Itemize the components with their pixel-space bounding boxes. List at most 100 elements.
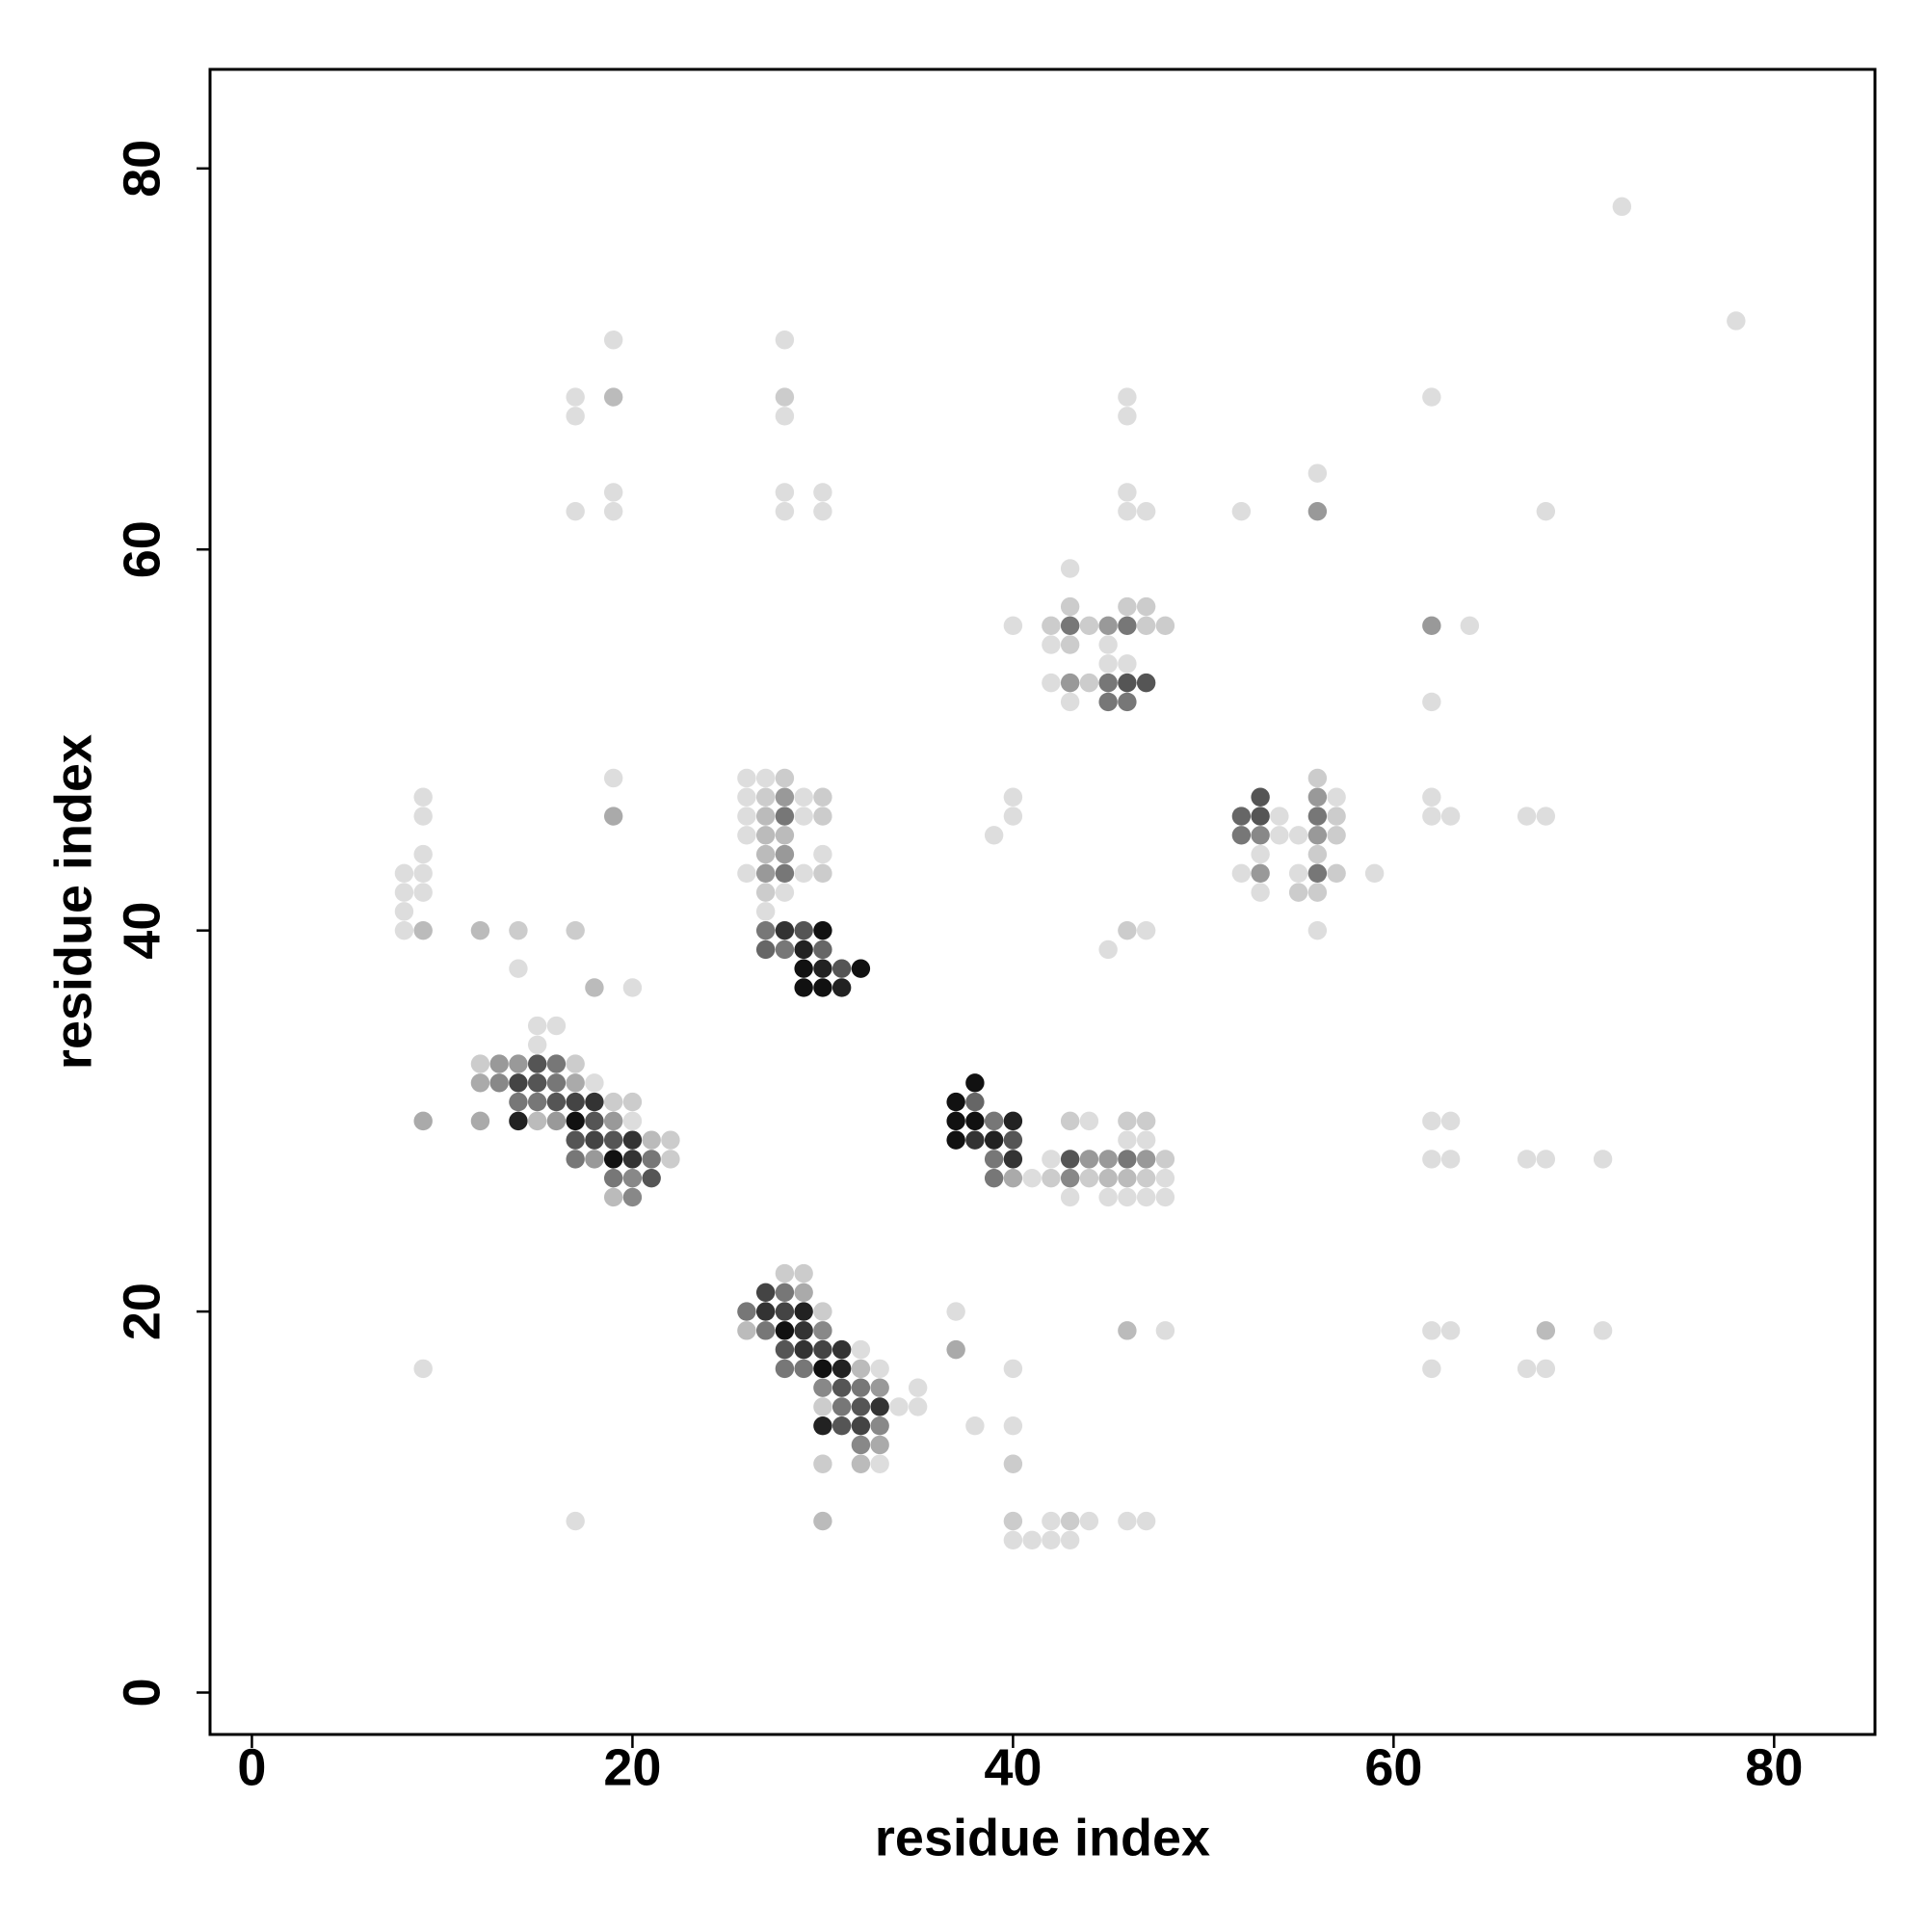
contact-point xyxy=(489,1054,509,1073)
contact-point xyxy=(1118,501,1137,521)
y-tick-label: 20 xyxy=(113,1283,171,1340)
contact-point xyxy=(813,501,832,521)
contact-point xyxy=(775,920,795,940)
contact-point xyxy=(870,1454,889,1473)
contact-point xyxy=(813,1397,832,1416)
contact-point xyxy=(775,331,795,350)
contact-point xyxy=(775,844,795,864)
contact-point xyxy=(794,863,813,884)
contact-point xyxy=(509,920,528,940)
contact-point xyxy=(775,1263,795,1284)
contact-point xyxy=(1593,1321,1613,1340)
x-tick-label: 80 xyxy=(1745,1738,1803,1796)
contact-point xyxy=(775,883,795,902)
contact-point xyxy=(1098,616,1118,636)
contact-point xyxy=(413,883,433,902)
contact-point xyxy=(642,1130,661,1150)
contact-point xyxy=(1536,1359,1556,1379)
contact-point xyxy=(394,863,414,884)
contact-point xyxy=(1060,596,1080,617)
contact-point xyxy=(775,826,795,845)
contact-point xyxy=(527,1073,547,1093)
contact-point xyxy=(1118,596,1137,617)
contact-point xyxy=(509,1054,528,1073)
contact-point xyxy=(1060,673,1080,693)
contact-point xyxy=(755,940,776,960)
contact-point xyxy=(794,1321,813,1340)
contact-point xyxy=(1079,673,1099,693)
contact-point xyxy=(413,863,433,884)
contact-point xyxy=(1136,616,1156,636)
contact-point xyxy=(813,844,832,864)
contact-point xyxy=(1251,807,1270,826)
contact-point xyxy=(585,1073,604,1093)
contact-point xyxy=(737,1302,756,1321)
contact-point xyxy=(1136,1130,1156,1150)
contact-point xyxy=(1517,1359,1537,1379)
contact-point xyxy=(965,1416,985,1436)
contact-point xyxy=(1422,807,1441,826)
contact-point xyxy=(470,1054,490,1073)
contact-point xyxy=(775,1302,795,1321)
contact-point xyxy=(775,768,795,788)
contact-point xyxy=(794,1339,813,1360)
contact-point xyxy=(1727,311,1746,331)
contact-point xyxy=(1118,1187,1137,1207)
contact-point xyxy=(603,1168,623,1188)
contact-point xyxy=(851,1397,871,1416)
contact-point xyxy=(775,1321,795,1340)
contact-point xyxy=(775,501,795,521)
contact-point xyxy=(965,1130,985,1150)
contact-point xyxy=(566,1511,585,1531)
contact-point xyxy=(1270,826,1289,845)
contact-point xyxy=(661,1150,680,1169)
contact-point xyxy=(775,787,795,807)
contact-point xyxy=(1136,1111,1156,1131)
contact-point xyxy=(1060,692,1080,712)
contact-point xyxy=(1060,1111,1080,1131)
contact-point xyxy=(489,1073,509,1093)
contact-point xyxy=(1118,1130,1137,1150)
contact-point xyxy=(1118,1150,1137,1169)
contact-point xyxy=(1060,1511,1080,1531)
contact-point xyxy=(566,1092,585,1112)
contact-point xyxy=(851,1416,871,1436)
contact-point xyxy=(1307,787,1328,807)
contact-point xyxy=(1098,692,1118,712)
contact-point xyxy=(737,787,756,807)
contact-point xyxy=(1155,616,1175,636)
contact-point xyxy=(1042,1168,1061,1188)
contact-point xyxy=(1118,673,1137,693)
contact-point xyxy=(737,768,756,788)
contact-point xyxy=(1460,616,1480,636)
contact-point xyxy=(603,1130,623,1150)
contact-point xyxy=(470,1073,490,1093)
contact-point xyxy=(1042,616,1061,636)
contact-point xyxy=(1042,673,1061,693)
contact-point xyxy=(603,501,623,521)
contact-point xyxy=(1288,826,1308,845)
contact-point xyxy=(470,920,490,940)
contact-point xyxy=(946,1092,965,1112)
contact-point xyxy=(813,1321,832,1340)
contact-point xyxy=(794,959,813,978)
y-tick-label: 80 xyxy=(113,140,171,198)
x-tick-label: 20 xyxy=(603,1738,661,1796)
contact-point xyxy=(1251,883,1270,902)
contact-point xyxy=(851,959,871,978)
contact-point xyxy=(585,978,604,997)
contact-point xyxy=(813,483,832,502)
contact-point xyxy=(509,1111,528,1131)
contact-point xyxy=(775,483,795,502)
contact-point xyxy=(603,387,623,407)
contact-point xyxy=(1079,1111,1099,1131)
contact-point xyxy=(775,387,795,407)
contact-point xyxy=(622,1111,643,1131)
contact-point xyxy=(642,1150,661,1169)
contact-point xyxy=(775,1359,795,1379)
contact-point xyxy=(737,807,756,826)
contact-point xyxy=(737,826,756,845)
contact-point xyxy=(394,883,414,902)
contact-point xyxy=(1003,1511,1023,1531)
